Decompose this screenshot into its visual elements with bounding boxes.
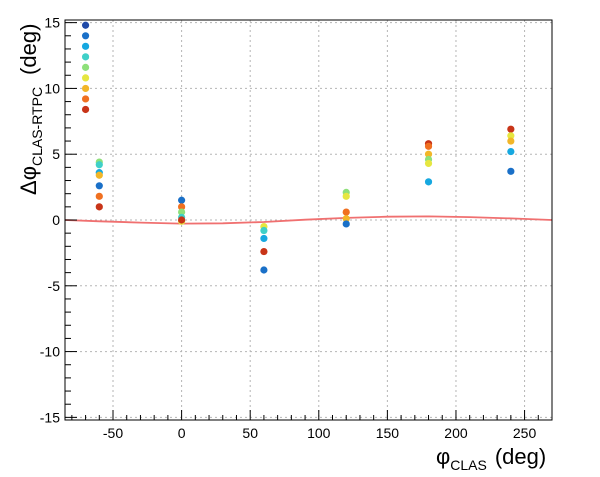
data-point (507, 147, 515, 156)
data-point (95, 171, 103, 179)
x-tick-label: 50 (242, 425, 258, 441)
data-point (260, 234, 268, 243)
y-tick-label: -5 (48, 278, 61, 294)
data-point (95, 161, 103, 169)
y-tick-label: 5 (52, 146, 60, 162)
data-point (178, 216, 186, 224)
y-tick-label: -10 (40, 344, 60, 360)
x-tick-label: 100 (307, 425, 331, 441)
y-tick-label: 15 (44, 15, 60, 31)
x-axis-title-main: φ (436, 444, 450, 469)
x-tick-labels: -50 0 50 100 150 200 250 (103, 425, 537, 441)
x-tick-label: 150 (376, 425, 400, 441)
x-tick-label: 0 (178, 425, 186, 441)
data-point (424, 150, 433, 158)
data-point (178, 208, 186, 216)
data-point (260, 266, 268, 274)
x-axis-title-unit: (deg) (495, 444, 546, 469)
y-axis-title-sub: CLAS-RTPC (29, 87, 45, 166)
y-axis-title: ΔφCLAS-RTPC (deg) (16, 24, 45, 195)
y-tick-label: 0 (52, 212, 60, 228)
data-point (81, 63, 90, 71)
data-point (424, 178, 433, 186)
x-axis-title: φCLAS (deg) (436, 444, 546, 473)
data-point (178, 203, 186, 211)
data-point (507, 125, 515, 133)
data-point (81, 84, 90, 93)
fit-curve (64, 215, 553, 225)
y-tick-labels: -15 -10 -5 0 5 10 15 (40, 15, 60, 426)
points-layer (81, 21, 515, 274)
data-point (178, 196, 186, 204)
data-point (424, 142, 433, 150)
data-point (507, 167, 515, 175)
data-point (81, 21, 90, 29)
x-tick-label: 250 (513, 425, 537, 441)
data-point (424, 159, 433, 168)
data-point (81, 53, 90, 61)
x-axis-title-sub: CLAS (450, 457, 487, 473)
x-tick-label: -50 (103, 425, 123, 441)
y-tick-label: 10 (44, 80, 60, 96)
data-point (342, 220, 350, 228)
data-point (260, 247, 268, 256)
y-axis-title-unit: (deg) (16, 24, 41, 75)
data-point (507, 132, 515, 140)
data-point (81, 32, 90, 40)
tick-marks (65, 22, 553, 420)
y-axis-title-main: Δφ (16, 166, 41, 195)
data-point (81, 42, 90, 50)
data-point (81, 95, 90, 103)
data-point (95, 203, 103, 211)
data-point (95, 192, 103, 200)
data-point (342, 208, 350, 216)
y-tick-label: -15 (40, 409, 60, 425)
x-tick-label: 200 (444, 425, 468, 441)
fit-curve-layer (64, 215, 553, 225)
data-point (81, 74, 90, 82)
data-point (81, 105, 90, 114)
data-point (342, 215, 350, 223)
data-point (260, 226, 268, 235)
data-point (507, 137, 515, 145)
data-point (342, 192, 350, 200)
data-point (95, 182, 103, 190)
